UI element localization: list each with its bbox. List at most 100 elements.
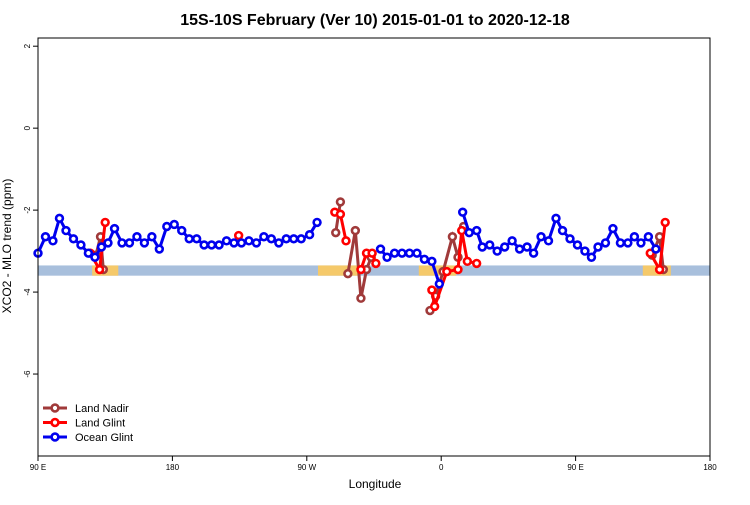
- ocean_glint-point: [471, 225, 482, 236]
- plot-frame: [37, 37, 711, 457]
- land_glint-point: [471, 258, 482, 269]
- ocean_glint-point: [375, 244, 386, 254]
- ocean_glint-point: [651, 244, 661, 254]
- ocean_glint-point: [464, 227, 474, 238]
- ocean_glint-point: [499, 242, 510, 252]
- ocean_glint-point: [643, 232, 654, 242]
- ocean_glint-point: [109, 223, 120, 234]
- band-ocean: [38, 265, 710, 276]
- ocean_glint-point: [281, 234, 291, 244]
- land_nadir-point: [331, 227, 341, 238]
- ocean_glint-point: [289, 234, 299, 244]
- ocean_glint-point: [572, 240, 583, 250]
- legend-marker-land_glint: [50, 417, 60, 428]
- ocean_glint-point: [528, 248, 539, 258]
- x-tick-label: 0: [439, 463, 444, 472]
- ocean_glint-point: [543, 236, 554, 246]
- x-tick-label: 180: [703, 463, 717, 472]
- ocean_glint-point: [551, 213, 561, 224]
- ocean_glint-point: [304, 230, 315, 240]
- ocean_glint-point: [184, 234, 194, 244]
- y-tick-label: -4: [23, 288, 32, 296]
- ocean_glint-point: [608, 223, 618, 234]
- ocean_glint-point: [191, 234, 202, 244]
- ocean_glint-point: [61, 225, 71, 236]
- ocean_glint-point: [615, 238, 626, 248]
- land_glint-point: [429, 301, 440, 312]
- ocean_glint-point: [312, 217, 322, 228]
- band-land-2: [418, 265, 457, 276]
- land_glint-point: [233, 230, 244, 241]
- ocean_glint-point: [389, 248, 400, 258]
- ocean_glint-point: [229, 238, 239, 248]
- ocean_glint-point: [154, 244, 165, 254]
- ocean_glint-point: [259, 232, 269, 242]
- ocean_glint-point: [629, 232, 640, 242]
- ocean_glint-point: [485, 240, 495, 250]
- axes: 2 0 -2 -4 -6 90 E 180 90 W 0 90 E 180: [23, 43, 717, 472]
- series-ocean_glint: [33, 207, 661, 289]
- y-tick-label: -2: [23, 206, 32, 214]
- land_glint-point: [462, 256, 473, 267]
- legend-label-land_glint: Land Glint: [75, 418, 125, 430]
- ocean_glint-point: [199, 240, 209, 250]
- ocean_glint-point: [162, 221, 172, 232]
- ocean_glint-point: [514, 244, 525, 254]
- ocean_glint-point: [404, 248, 415, 258]
- ocean_glint-point: [48, 236, 58, 246]
- land_glint-point: [660, 217, 670, 228]
- ocean_glint-point: [477, 242, 487, 252]
- x-tick-label: 180: [166, 463, 180, 472]
- land_nadir-point: [335, 197, 346, 207]
- y-tick-label: 2: [23, 43, 32, 48]
- ocean_glint-point: [83, 248, 94, 258]
- ocean_glint-point: [124, 238, 135, 248]
- ocean_glint-point: [492, 246, 502, 256]
- x-tick-label: 90 E: [30, 463, 46, 472]
- ocean_glint-point: [54, 213, 65, 224]
- ocean_glint-point: [600, 238, 611, 248]
- legend: Land Nadir Land Glint Ocean Glint: [43, 403, 133, 444]
- ocean_glint-point: [76, 240, 86, 250]
- land_glint-point: [100, 217, 110, 228]
- ocean_glint-point: [427, 256, 437, 267]
- ocean_glint-point: [206, 240, 217, 250]
- ocean_glint-point: [169, 219, 179, 230]
- ocean_glint-point: [103, 238, 113, 248]
- land_glint-point: [453, 264, 463, 275]
- ocean_glint-point: [580, 246, 590, 256]
- land_glint-point: [427, 285, 437, 295]
- ocean_glint-point: [296, 234, 306, 244]
- band-land-1: [318, 265, 360, 276]
- land_nadir-line: [346, 230, 373, 299]
- ocean_glint-point: [565, 234, 575, 244]
- ocean_glint-point: [214, 240, 224, 250]
- land_glint-point: [356, 264, 366, 275]
- y-tick-label: 0: [23, 125, 32, 130]
- ocean_glint-point: [132, 232, 142, 242]
- x-tick-label: 90 E: [567, 463, 583, 472]
- legend-label-land_nadir: Land Nadir: [75, 403, 129, 415]
- ocean_glint-point: [147, 232, 157, 242]
- ocean_glint-point: [117, 238, 127, 248]
- legend-marker-ocean_glint: [50, 432, 60, 442]
- ocean_glint-point: [40, 232, 51, 242]
- ocean_glint-point: [507, 236, 517, 246]
- land_glint-point: [457, 225, 467, 236]
- x-axis-label: Longitude: [349, 477, 402, 491]
- ocean_glint-point: [536, 232, 546, 242]
- y-tick-label: -6: [23, 370, 32, 378]
- land_glint-point: [341, 236, 351, 246]
- chart-title: 15S-10S February (Ver 10) 2015-01-01 to …: [180, 12, 570, 29]
- ocean_glint-point: [251, 238, 262, 248]
- ocean_glint-point: [397, 248, 407, 258]
- ocean_glint-point: [90, 252, 100, 262]
- ocean_glint-point: [221, 236, 232, 246]
- land_glint-point: [654, 264, 665, 275]
- ocean_glint-point: [434, 279, 445, 289]
- ocean_glint-point: [636, 238, 646, 248]
- series-land_nadir: [91, 197, 669, 316]
- ocean_glint-point: [522, 242, 532, 252]
